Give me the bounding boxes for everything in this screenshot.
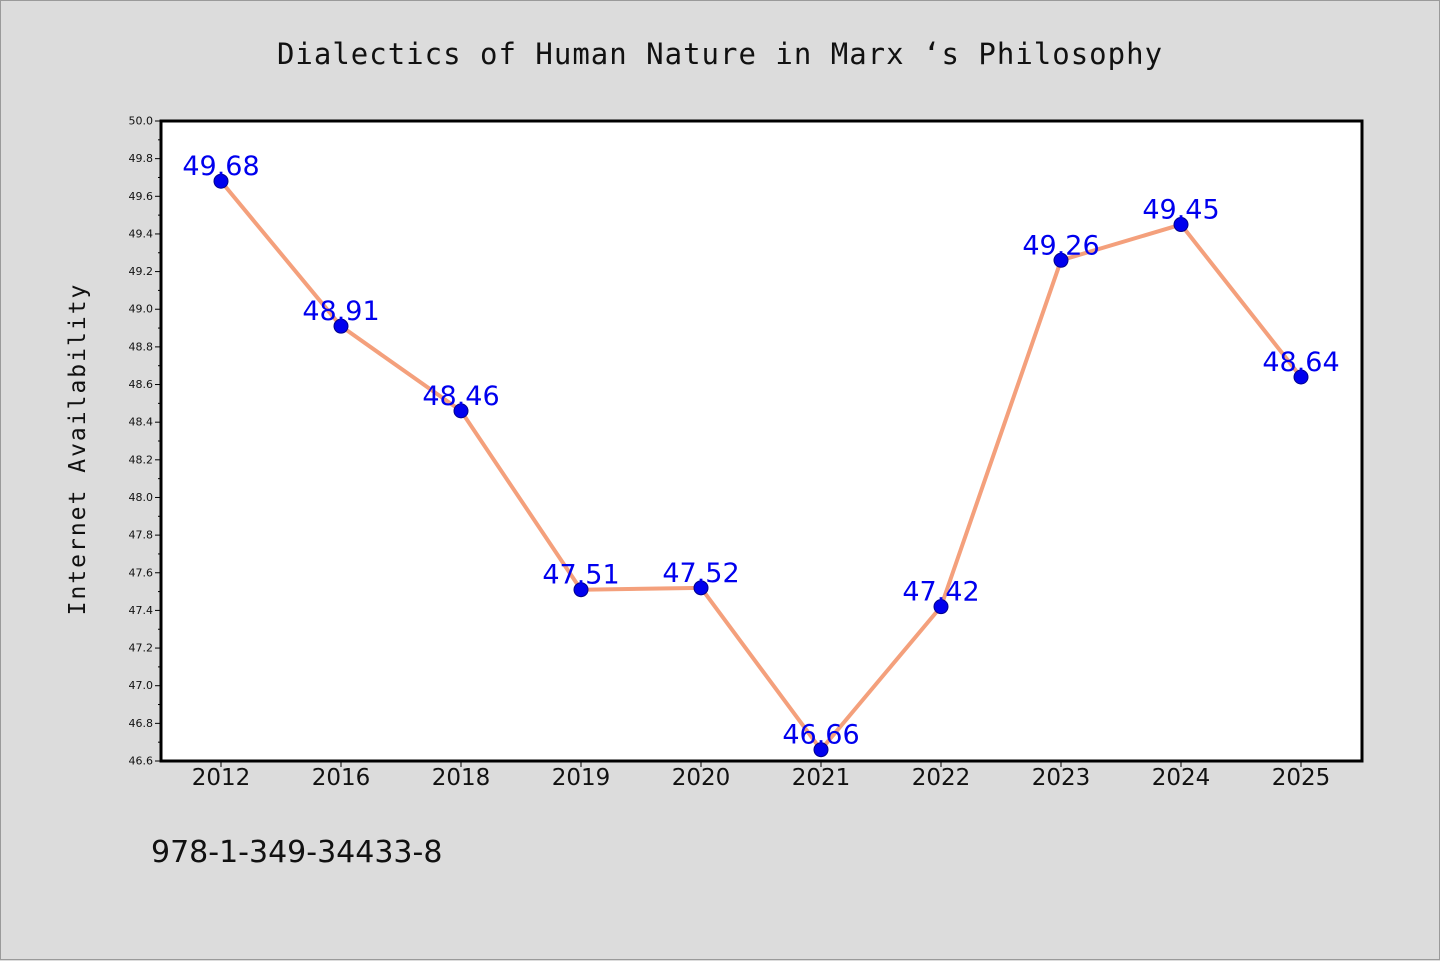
data-point [573,582,589,598]
data-point [933,599,949,615]
x-tick-label: 2018 [432,765,491,791]
data-label: 47.52 [662,558,739,589]
data-label: 46.66 [782,720,859,751]
data-point [1053,252,1069,268]
data-labels: 49.68 48.91 48.46 47.51 47.52 46.66 47.42 49.26… [182,151,1339,750]
data-label: 49.68 [182,151,259,182]
y-tick-label: 48.4 [129,416,154,429]
data-point [333,318,349,334]
y-tick-label: 48.8 [129,340,154,353]
data-label: 48.64 [1262,347,1339,378]
y-tick-label: 48.2 [129,453,154,466]
y-tick-label: 47.6 [129,566,154,579]
data-point [1293,369,1309,385]
y-tick-label: 49.6 [129,190,154,203]
data-point [213,173,229,189]
data-point [813,742,829,758]
y-tick-label: 46.6 [129,755,154,768]
data-points [213,173,1309,758]
x-tick-label: 2024 [1152,765,1211,791]
data-label: 48.46 [422,381,499,412]
x-tick-label: 2020 [672,765,731,791]
data-label: 49.26 [1022,230,1099,261]
data-point [1173,217,1189,233]
data-point [453,403,469,419]
x-tick-label: 2022 [912,765,971,791]
x-tick-label: 2023 [1032,765,1091,791]
series-line-group [219,179,1303,752]
y-tick-label: 48.0 [129,491,154,504]
x-tick-label: 2012 [192,765,251,791]
y-tick-label: 49.4 [129,227,154,240]
data-label: 47.51 [542,560,619,591]
data-label: 49.45 [1142,195,1219,226]
x-tick-label: 2021 [792,765,851,791]
y-tick-label: 47.4 [129,604,154,617]
y-tick-label: 47.2 [129,642,154,655]
x-tick-label: 2016 [312,765,371,791]
y-tick-label: 47.0 [129,679,154,692]
y-tick-label: 46.8 [129,717,154,730]
x-tick-label: 2025 [1272,765,1331,791]
series-line [219,179,1303,752]
x-axis: 2012 2016 2018 2019 2020 2021 2022 2023 2024 2025 [192,761,1331,791]
y-tick-label: 49.0 [129,303,154,316]
y-axis: 46.6 46.8 47.0 47.2 47.4 47.6 47.8 48.0 48.2 48.4… [129,115,161,768]
x-tick-label: 2019 [552,765,611,791]
data-label: 47.42 [902,577,979,608]
data-point [693,580,709,596]
y-tick-label: 48.6 [129,378,154,391]
y-tick-label: 49.8 [129,152,154,165]
chart-title: Dialectics of Human Nature in Marx ‘s Ph… [276,37,1164,71]
y-tick-label: 50.0 [129,115,154,128]
data-label: 48.91 [302,296,379,327]
plot-area [161,121,1362,761]
y-tick-label: 47.8 [129,529,154,542]
plot-frame [159,119,1364,763]
y-tick-label: 49.2 [129,265,154,278]
isbn-text: 978-1-349-34433-8 [151,835,443,870]
